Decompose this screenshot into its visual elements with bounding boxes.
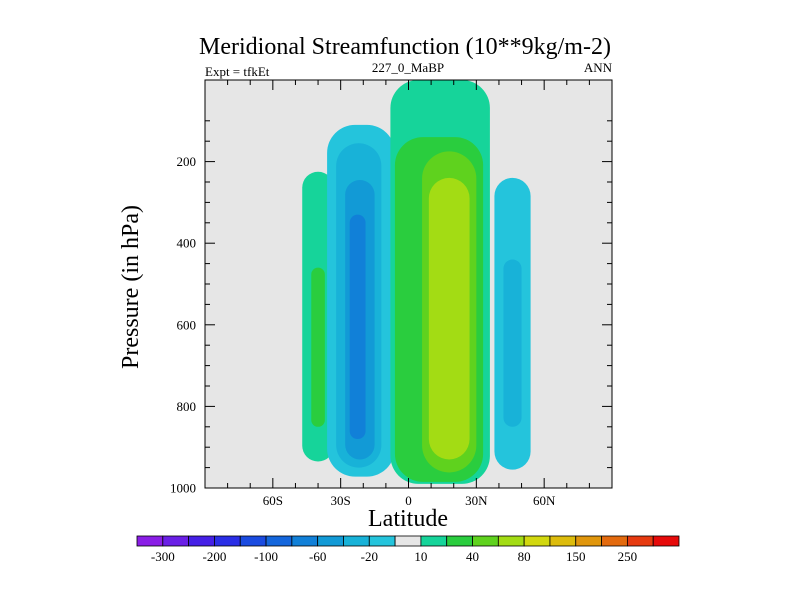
colorbar-swatch <box>523 535 551 547</box>
y-tick-label: 200 <box>177 154 197 169</box>
cell-equatorial-positive-band-3 <box>428 177 470 460</box>
experiment-label: Expt = tfkEt <box>205 64 270 79</box>
colorbar-label: -300 <box>151 549 175 564</box>
colorbar-swatch <box>239 535 267 547</box>
cell-45n-negative <box>494 177 531 470</box>
time-label: 227_0_MaBP <box>372 60 444 75</box>
colorbar-label: 80 <box>518 549 531 564</box>
cell-20s-negative <box>327 124 395 477</box>
colorbar-swatch <box>420 535 448 547</box>
colorbar-swatch <box>291 535 319 547</box>
colorbar-label: -60 <box>309 549 326 564</box>
y-tick-label: 400 <box>177 236 197 251</box>
cell-45n-negative-band-1 <box>503 259 522 427</box>
colorbar-swatch <box>317 535 344 547</box>
colorbar-label: -200 <box>203 549 227 564</box>
colorbar-label: -100 <box>254 549 278 564</box>
colorbar-label: 10 <box>414 549 427 564</box>
cell-45s-positive-band-1 <box>311 267 325 427</box>
colorbar-swatch <box>394 535 422 547</box>
cell-45s-positive <box>302 171 334 462</box>
colorbar-swatch <box>265 535 293 547</box>
y-tick-label: 600 <box>177 317 197 332</box>
x-axis-label: Latitude <box>368 506 448 532</box>
x-tick-label: 60S <box>263 493 283 508</box>
colorbar-swatch <box>549 535 577 547</box>
colorbar-swatch <box>446 535 473 547</box>
axis-ticks: 60S 30S 0 30N 60N 200 400 600 800 1000 <box>170 80 612 508</box>
colorbar-label: 150 <box>566 549 586 564</box>
cell-equatorial-positive <box>390 80 490 484</box>
colorbar-swatch <box>343 535 370 547</box>
colorbar-swatch <box>162 535 190 547</box>
y-axis-label: Pressure (in hPa) <box>118 205 144 369</box>
colorbar-swatch <box>626 535 654 547</box>
colorbar-label: -20 <box>361 549 378 564</box>
colorbar-swatch <box>652 535 680 547</box>
colorbar-label: 40 <box>466 549 479 564</box>
x-tick-label: 60N <box>533 493 556 508</box>
contour-fills <box>302 80 531 484</box>
colorbar-swatch <box>188 535 215 547</box>
x-tick-label: 30N <box>465 493 488 508</box>
cell-20s-negative-band-3 <box>349 214 366 440</box>
colorbar-swatch <box>368 535 396 547</box>
colorbar-swatch <box>601 535 628 547</box>
y-tick-label: 1000 <box>170 481 196 496</box>
colorbar-label: 250 <box>618 549 638 564</box>
x-tick-label: 30S <box>331 493 351 508</box>
y-tick-label: 800 <box>177 399 197 414</box>
colorbar-swatch <box>136 535 164 547</box>
colorbar-swatch <box>497 535 525 547</box>
season-label: ANN <box>584 60 613 75</box>
colorbar-swatch <box>575 535 602 547</box>
chart-title: Meridional Streamfunction (10**9kg/m-2) <box>199 34 611 60</box>
colorbar-swatch <box>214 535 241 547</box>
colorbar: -300 -200 -100 -60 -20 10 40 80 150 250 <box>136 535 680 564</box>
x-tick-label: 0 <box>405 493 412 508</box>
colorbar-swatch <box>472 535 499 547</box>
